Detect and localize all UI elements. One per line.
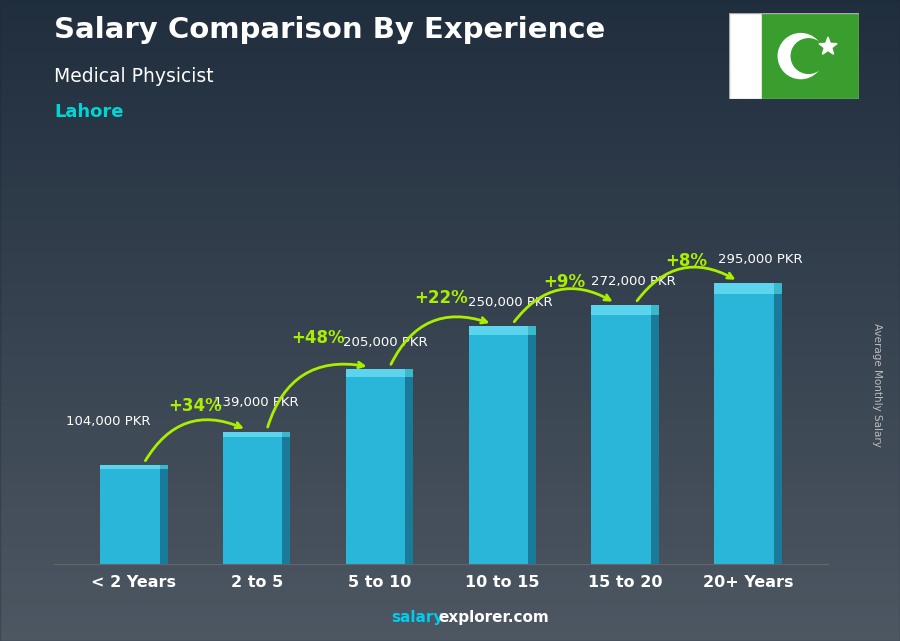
- Bar: [774, 283, 782, 564]
- Text: explorer.com: explorer.com: [438, 610, 549, 625]
- Bar: [346, 369, 405, 376]
- Bar: [283, 431, 291, 564]
- Text: +48%: +48%: [292, 329, 345, 347]
- Bar: [405, 369, 413, 564]
- Text: salary: salary: [392, 610, 444, 625]
- Circle shape: [778, 33, 824, 79]
- Polygon shape: [819, 37, 837, 54]
- Bar: [715, 283, 774, 564]
- Text: Average Monthly Salary: Average Monthly Salary: [872, 322, 883, 447]
- Bar: [283, 431, 291, 437]
- Text: +34%: +34%: [168, 397, 222, 415]
- Text: 139,000 PKR: 139,000 PKR: [213, 396, 298, 409]
- Text: 104,000 PKR: 104,000 PKR: [67, 415, 151, 428]
- Bar: [100, 465, 159, 564]
- Text: Medical Physicist: Medical Physicist: [54, 67, 213, 87]
- Text: 272,000 PKR: 272,000 PKR: [591, 275, 676, 288]
- Bar: [651, 305, 659, 564]
- Bar: [469, 326, 528, 335]
- Bar: [651, 305, 659, 315]
- Bar: [774, 283, 782, 294]
- Text: Salary Comparison By Experience: Salary Comparison By Experience: [54, 16, 605, 44]
- Text: Lahore: Lahore: [54, 103, 123, 121]
- Bar: [715, 283, 774, 294]
- Circle shape: [791, 39, 826, 74]
- Bar: [159, 465, 167, 469]
- Text: +22%: +22%: [414, 288, 468, 307]
- Bar: [528, 326, 536, 564]
- Bar: [729, 13, 761, 99]
- Bar: [223, 431, 283, 437]
- Bar: [591, 305, 651, 564]
- Text: 295,000 PKR: 295,000 PKR: [718, 253, 803, 266]
- Text: +9%: +9%: [543, 274, 585, 292]
- Bar: [100, 465, 159, 469]
- Bar: [761, 13, 860, 99]
- Text: 250,000 PKR: 250,000 PKR: [468, 296, 553, 309]
- Bar: [159, 465, 167, 564]
- Bar: [469, 326, 528, 564]
- Bar: [528, 326, 536, 335]
- Text: 205,000 PKR: 205,000 PKR: [343, 336, 427, 349]
- Bar: [223, 431, 283, 564]
- Bar: [591, 305, 651, 315]
- Text: +8%: +8%: [666, 251, 707, 269]
- Bar: [346, 369, 405, 564]
- Bar: [405, 369, 413, 376]
